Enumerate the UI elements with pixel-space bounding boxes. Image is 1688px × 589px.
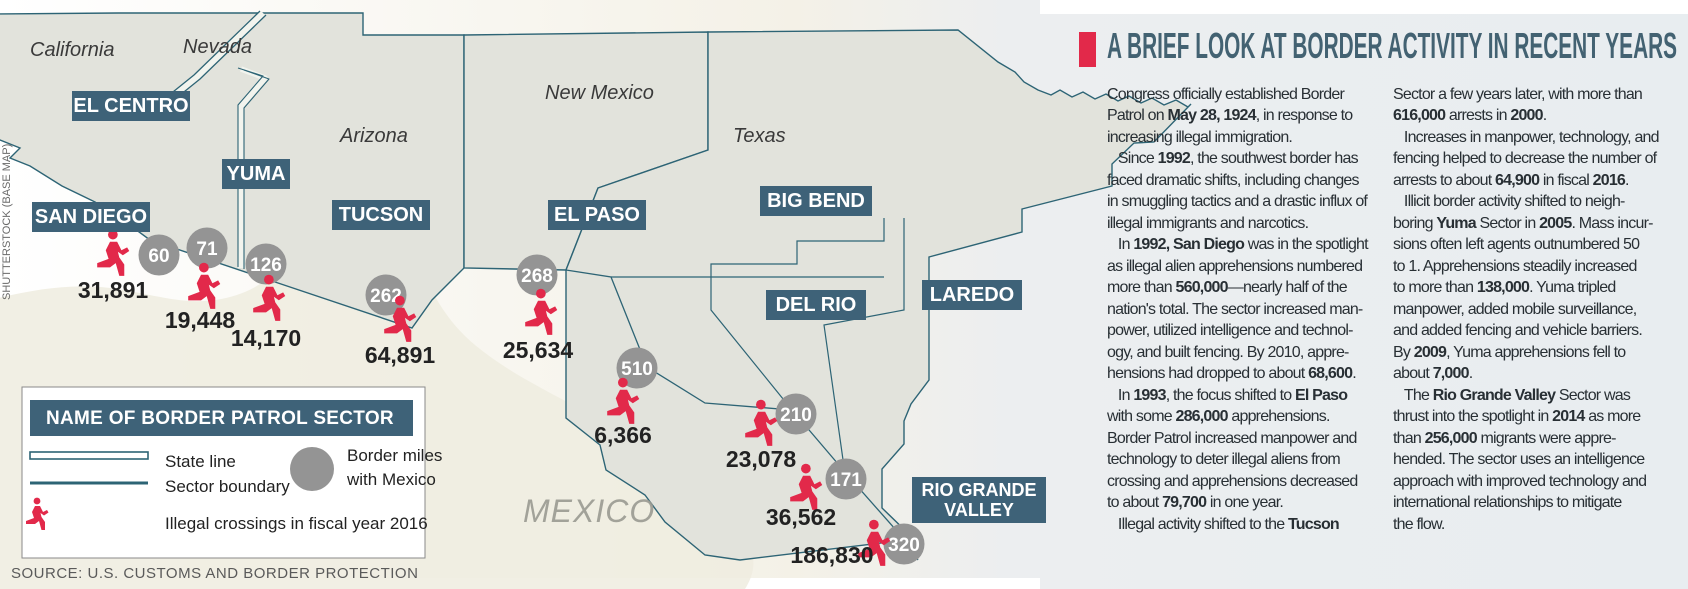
svg-text:manpower, added mobile surveil: manpower, added mobile surveillance, bbox=[1393, 301, 1637, 318]
svg-text:616,000 arrests in 2000.: 616,000 arrests in 2000. bbox=[1393, 107, 1546, 124]
svg-text:MEXICO: MEXICO bbox=[523, 493, 655, 529]
svg-text:with Mexico: with Mexico bbox=[346, 470, 436, 489]
svg-text:Texas: Texas bbox=[733, 125, 786, 147]
svg-text:31,891: 31,891 bbox=[78, 277, 149, 303]
svg-text:to about 79,700 in one year.: to about 79,700 in one year. bbox=[1107, 494, 1283, 511]
svg-text:Congress officially establishe: Congress officially established Border bbox=[1107, 86, 1345, 103]
svg-text:about 7,000.: about 7,000. bbox=[1393, 365, 1472, 382]
svg-text:approach with improved technol: approach with improved technology and bbox=[1393, 473, 1646, 490]
svg-text:71: 71 bbox=[196, 239, 218, 260]
svg-text:and added fencing and vehicle: and added fencing and vehicle barriers. bbox=[1393, 322, 1642, 339]
svg-text:14,170: 14,170 bbox=[231, 325, 301, 351]
svg-text:186,830: 186,830 bbox=[790, 542, 873, 568]
svg-text:The Rio Grande Valley Sector w: The Rio Grande Valley Sector was bbox=[1393, 387, 1631, 404]
svg-text:36,562: 36,562 bbox=[766, 504, 836, 530]
svg-text:Illicit border activity shifte: Illicit border activity shifted to neigh… bbox=[1393, 193, 1625, 210]
svg-text:State line: State line bbox=[165, 452, 236, 471]
svg-text:nation's total. The sector inc: nation's total. The sector increased man… bbox=[1107, 301, 1363, 318]
svg-text:hensions had dropped to about: hensions had dropped to about 68,600. bbox=[1107, 365, 1356, 382]
svg-text:TUCSON: TUCSON bbox=[339, 204, 423, 226]
svg-text:19,448: 19,448 bbox=[165, 307, 236, 333]
svg-text:Patrol on May 28, 1924, in res: Patrol on May 28, 1924, in response to bbox=[1107, 107, 1353, 124]
svg-text:YUMA: YUMA bbox=[227, 163, 286, 185]
svg-text:EL CENTRO: EL CENTRO bbox=[73, 95, 188, 117]
svg-text:Border Patrol increased manpow: Border Patrol increased manpower and bbox=[1107, 430, 1357, 447]
svg-text:illegal immigrants and narcoti: illegal immigrants and narcotics. bbox=[1107, 215, 1308, 232]
svg-text:the flow.: the flow. bbox=[1393, 516, 1445, 533]
svg-text:ogy, and built fencing. By 201: ogy, and built fencing. By 2010, appre- bbox=[1107, 344, 1349, 361]
svg-text:Nevada: Nevada bbox=[183, 36, 252, 58]
svg-text:Since 1992, the southwest bord: Since 1992, the southwest border has bbox=[1107, 150, 1359, 167]
svg-text:510: 510 bbox=[621, 359, 653, 380]
svg-text:By 2009, Yuma apprehensions fe: By 2009, Yuma apprehensions fell to bbox=[1393, 344, 1626, 361]
svg-text:hended. The sector uses an int: hended. The sector uses an intelligence bbox=[1393, 451, 1645, 468]
svg-text:to 1. Apprehensions steadily i: to 1. Apprehensions steadily increased bbox=[1393, 258, 1637, 275]
svg-text:LAREDO: LAREDO bbox=[930, 284, 1014, 306]
svg-text:A BRIEF LOOK AT BORDER ACTIVIT: A BRIEF LOOK AT BORDER ACTIVITY IN RECEN… bbox=[1107, 25, 1677, 66]
svg-text:sions often left agents outnum: sions often left agents outnumbered 50 bbox=[1393, 236, 1640, 253]
svg-text:Sector boundary: Sector boundary bbox=[165, 477, 290, 496]
svg-text:SOURCE: U.S. CUSTOMS AND BORDE: SOURCE: U.S. CUSTOMS AND BORDER PROTECTI… bbox=[11, 565, 418, 582]
svg-text:23,078: 23,078 bbox=[726, 446, 797, 472]
svg-text:crossing and apprehensions dec: crossing and apprehensions decreased bbox=[1107, 473, 1358, 490]
svg-text:126: 126 bbox=[250, 255, 282, 276]
svg-text:Sector a few years later, with: Sector a few years later, with more than bbox=[1393, 86, 1642, 103]
svg-text:Illegal activity shifted to th: Illegal activity shifted to the Tucson bbox=[1107, 516, 1339, 533]
svg-text:than 256,000 migrants were app: than 256,000 migrants were appre- bbox=[1393, 430, 1616, 447]
svg-text:California: California bbox=[30, 39, 114, 61]
svg-text:increasing illegal immigration: increasing illegal immigration. bbox=[1107, 129, 1292, 146]
svg-text:DEL RIO: DEL RIO bbox=[776, 294, 857, 316]
svg-text:Illegal crossings in fiscal ye: Illegal crossings in fiscal year 2016 bbox=[165, 514, 428, 533]
svg-text:SHUTTERSTOCK (BASE MAP): SHUTTERSTOCK (BASE MAP) bbox=[1, 144, 13, 300]
svg-text:6,366: 6,366 bbox=[594, 422, 652, 448]
svg-text:power, utilized intelligence a: power, utilized intelligence and technol… bbox=[1107, 322, 1353, 339]
svg-text:In 1993, the focus shifted to: In 1993, the focus shifted to El Paso bbox=[1107, 387, 1348, 404]
svg-text:fencing helped to decrease the: fencing helped to decrease the number of bbox=[1393, 150, 1658, 167]
svg-text:210: 210 bbox=[780, 405, 812, 426]
svg-text:NAME OF BORDER PATROL SECTOR: NAME OF BORDER PATROL SECTOR bbox=[46, 408, 394, 429]
svg-text:SAN DIEGO: SAN DIEGO bbox=[35, 206, 147, 228]
svg-text:Arizona: Arizona bbox=[339, 125, 408, 147]
svg-text:with some 286,000 apprehension: with some 286,000 apprehensions. bbox=[1106, 408, 1330, 425]
svg-text:thrust into the spotlight in 2: thrust into the spotlight in 2014 as mor… bbox=[1393, 408, 1641, 425]
svg-text:more than 560,000—nearly half: more than 560,000—nearly half of the bbox=[1107, 279, 1348, 296]
svg-text:RIO GRANDE: RIO GRANDE bbox=[921, 480, 1036, 500]
svg-text:171: 171 bbox=[830, 470, 862, 491]
svg-text:64,891: 64,891 bbox=[365, 342, 436, 368]
svg-text:arrests to about 64,900 in fis: arrests to about 64,900 in fiscal 2016. bbox=[1393, 172, 1629, 189]
svg-text:BIG BEND: BIG BEND bbox=[767, 190, 865, 212]
svg-text:international relationships to: international relationships to mitigate bbox=[1393, 494, 1622, 511]
svg-text:In 1992, San Diego was in the: In 1992, San Diego was in the spotlight bbox=[1107, 236, 1369, 253]
svg-text:technology to deter illegal al: technology to deter illegal aliens from bbox=[1107, 451, 1340, 468]
svg-text:268: 268 bbox=[521, 266, 553, 287]
svg-text:to more than 138,000. Yuma tri: to more than 138,000. Yuma tripled bbox=[1393, 279, 1615, 296]
svg-text:EL PASO: EL PASO bbox=[554, 204, 640, 226]
svg-text:New Mexico: New Mexico bbox=[545, 82, 654, 104]
svg-text:320: 320 bbox=[888, 535, 920, 556]
svg-text:Border miles: Border miles bbox=[347, 446, 442, 465]
svg-text:Increases in manpower, technol: Increases in manpower, technology, and bbox=[1393, 129, 1659, 146]
svg-text:as illegal alien apprehensions: as illegal alien apprehensions numbered bbox=[1107, 258, 1362, 275]
svg-text:in smuggling tactics and a dra: in smuggling tactics and a drastic influ… bbox=[1107, 193, 1368, 210]
svg-text:faced dramatic shifts, includi: faced dramatic shifts, including changes bbox=[1107, 172, 1360, 189]
svg-text:60: 60 bbox=[148, 246, 169, 267]
svg-text:VALLEY: VALLEY bbox=[944, 500, 1014, 520]
svg-text:boring Yuma Sector in 2005. Ma: boring Yuma Sector in 2005. Mass incur- bbox=[1393, 215, 1653, 232]
svg-text:25,634: 25,634 bbox=[503, 337, 574, 363]
